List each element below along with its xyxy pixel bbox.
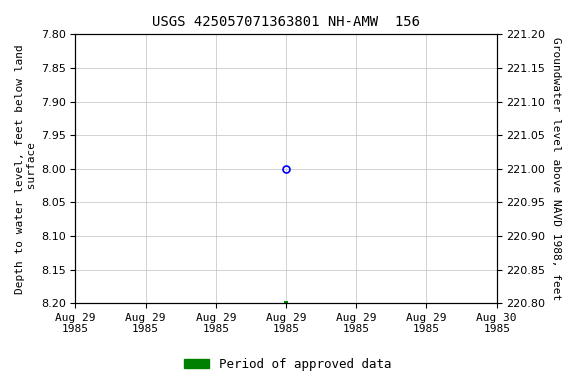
Title: USGS 425057071363801 NH-AMW  156: USGS 425057071363801 NH-AMW 156 bbox=[152, 15, 420, 29]
Y-axis label: Groundwater level above NAVD 1988, feet: Groundwater level above NAVD 1988, feet bbox=[551, 37, 561, 300]
Y-axis label: Depth to water level, feet below land
 surface: Depth to water level, feet below land su… bbox=[15, 44, 37, 294]
Legend: Period of approved data: Period of approved data bbox=[179, 353, 397, 376]
